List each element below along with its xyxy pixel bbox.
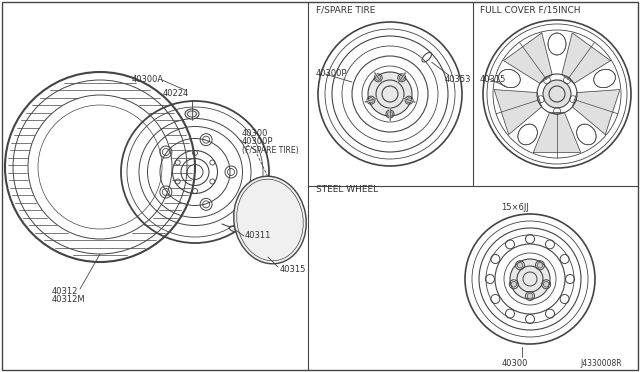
Circle shape	[537, 263, 543, 268]
Text: 40300P: 40300P	[316, 70, 348, 78]
Polygon shape	[533, 113, 580, 153]
Circle shape	[517, 263, 523, 268]
Circle shape	[368, 72, 412, 116]
Text: 40311: 40311	[245, 231, 271, 241]
Circle shape	[543, 80, 571, 108]
Text: 40224: 40224	[163, 90, 189, 99]
Polygon shape	[504, 33, 552, 83]
Circle shape	[369, 98, 374, 103]
Text: 40353: 40353	[445, 75, 471, 84]
Text: F/SPARE TIRE: F/SPARE TIRE	[316, 6, 376, 15]
Polygon shape	[562, 33, 611, 83]
Ellipse shape	[548, 33, 566, 55]
Ellipse shape	[234, 176, 307, 264]
Ellipse shape	[577, 124, 596, 145]
Text: 40315: 40315	[480, 74, 506, 83]
Polygon shape	[572, 90, 620, 135]
Circle shape	[387, 112, 392, 116]
Text: STEEL WHEEL: STEEL WHEEL	[316, 186, 378, 195]
Ellipse shape	[594, 69, 616, 88]
Circle shape	[511, 282, 516, 287]
Text: 40312M: 40312M	[52, 295, 86, 304]
Circle shape	[527, 293, 532, 299]
Circle shape	[376, 75, 381, 80]
Circle shape	[543, 282, 549, 287]
Ellipse shape	[185, 109, 199, 119]
Text: 40300: 40300	[502, 359, 528, 368]
Text: 40300: 40300	[242, 129, 268, 138]
Text: J4330008R: J4330008R	[580, 359, 621, 369]
Circle shape	[399, 75, 404, 80]
Text: 40315: 40315	[280, 264, 307, 273]
Text: 40300P: 40300P	[242, 138, 273, 147]
Circle shape	[406, 98, 412, 103]
Text: 40312: 40312	[52, 288, 78, 296]
Polygon shape	[494, 90, 541, 135]
Ellipse shape	[499, 69, 520, 88]
Text: 15×6JJ: 15×6JJ	[501, 202, 529, 212]
Text: (F/SPARE TIRE): (F/SPARE TIRE)	[242, 145, 299, 154]
Ellipse shape	[518, 124, 538, 145]
Text: FULL COVER F/15INCH: FULL COVER F/15INCH	[480, 6, 580, 15]
Text: 40300A: 40300A	[132, 76, 164, 84]
Circle shape	[510, 259, 550, 299]
